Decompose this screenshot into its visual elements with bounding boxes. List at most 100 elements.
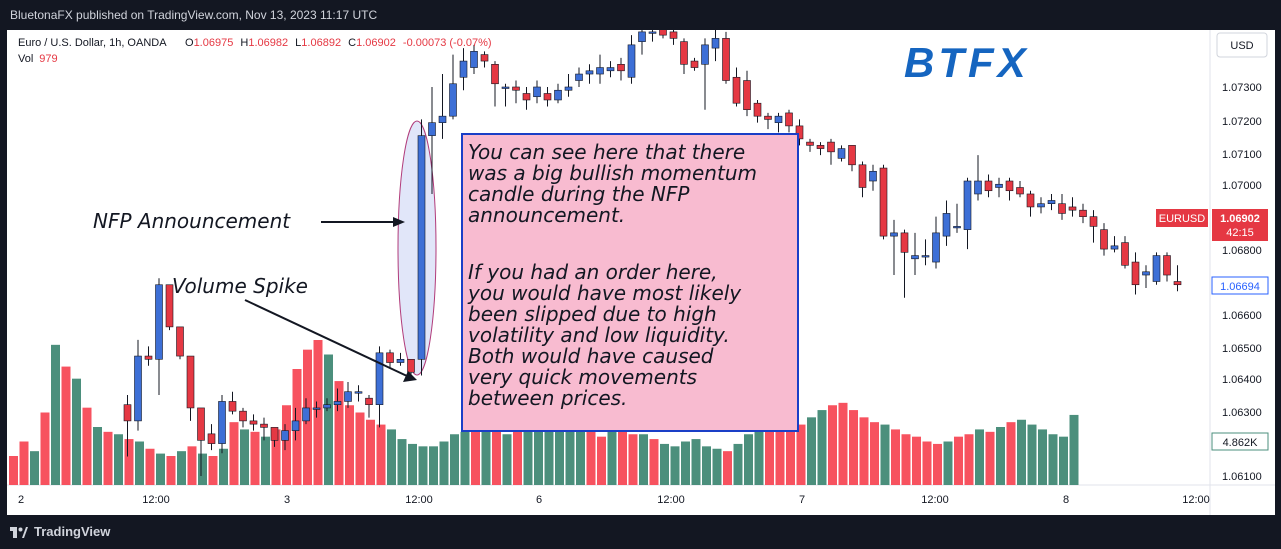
nfp-highlight-ellipse: [397, 120, 437, 376]
currency-button[interactable]: USD: [1216, 32, 1268, 58]
note-line: you would have most likely: [467, 281, 742, 305]
volume-bar: [366, 419, 375, 485]
volume-bar: [943, 441, 953, 485]
legend-ohlc: O1.06975 H1.06982 L1.06892 C1.06902 -0.0…: [185, 37, 492, 49]
candle: [123, 394, 132, 457]
volume-bar: [744, 434, 753, 485]
volume-bar: [912, 436, 921, 485]
volume-bar: [492, 429, 501, 485]
candle: [1068, 197, 1077, 217]
candle: [638, 28, 646, 55]
volume-bar: [156, 453, 165, 485]
volume-bar: [1006, 422, 1016, 485]
candle: [270, 427, 279, 447]
volume-bar: [670, 446, 680, 485]
candle: [1152, 252, 1161, 285]
candle: [1058, 193, 1066, 220]
volume-bar: [282, 405, 291, 485]
note-line: was a big bullish momentum: [468, 161, 757, 185]
volume-bar: [807, 417, 816, 485]
volume-spike-label: Volume Spike: [172, 274, 308, 298]
candle: [900, 229, 909, 298]
candle: [428, 87, 436, 194]
volume-bar: [418, 446, 428, 485]
candle: [806, 138, 814, 152]
volume-bar: [859, 417, 869, 485]
candle: [785, 109, 793, 133]
volume-bar: [597, 436, 606, 485]
legend-vol-label: Vol: [18, 53, 33, 65]
candle: [774, 112, 783, 133]
volume-spike-arrowhead: [403, 371, 417, 382]
volume-bar: [187, 446, 197, 485]
note-line: Both would have caused: [468, 344, 714, 368]
volume-tag: 4.862K: [1211, 432, 1269, 451]
time-tick: 12:00: [657, 494, 685, 506]
volume-bar: [261, 436, 270, 485]
volume-bar: [1038, 429, 1047, 485]
note-line: volatility and low liquidity.: [468, 323, 730, 347]
candle: [606, 61, 615, 78]
candle: [1110, 236, 1119, 253]
candle: [690, 57, 699, 71]
candle: [1173, 265, 1182, 292]
candle: [522, 87, 531, 110]
candle: [165, 284, 174, 331]
volume-bar: [681, 441, 690, 485]
price-candles: [123, 25, 1182, 476]
btfx-logo: BTFX: [904, 39, 1030, 86]
candle: [795, 119, 804, 146]
candle: [302, 398, 310, 425]
volume-bar: [114, 434, 123, 485]
volume-bar: [513, 422, 522, 485]
volume-bar: [691, 439, 701, 485]
note-line: You can see here that there: [468, 140, 745, 164]
candle: [554, 83, 562, 104]
chart-canvas[interactable]: Euro / U.S. Dollar, 1h, OANDA O1.06975 H…: [7, 25, 1275, 515]
footer-bar: [0, 515, 1281, 549]
price-tick: 1.07200: [1222, 116, 1262, 128]
candle: [743, 70, 751, 117]
price-tick: 1.06600: [1222, 310, 1262, 322]
volume-bar: [639, 434, 648, 485]
time-tick: 12:00: [1182, 494, 1210, 506]
volume-bar: [124, 439, 134, 485]
last-price: 1.06902: [1220, 213, 1260, 225]
candle: [701, 38, 709, 110]
price-tick: 1.06800: [1222, 245, 1262, 257]
candle: [753, 99, 762, 123]
volume-bar: [817, 410, 827, 485]
volume-bar: [565, 419, 575, 485]
candle: [764, 112, 772, 130]
volume-bar: [870, 422, 879, 485]
candle: [680, 38, 688, 75]
legend-high: 1.06982: [248, 37, 288, 49]
volume-bar: [229, 422, 239, 485]
time-tick: 2: [18, 494, 24, 506]
legend-open-label: O: [185, 37, 194, 49]
volume-bar: [19, 441, 29, 485]
candle: [1037, 197, 1045, 214]
volume-bar: [922, 441, 932, 485]
volume-bar: [765, 422, 774, 485]
candle: [627, 35, 636, 84]
volume-bar: [345, 405, 354, 485]
candle: [144, 346, 153, 366]
volume-bar: [429, 446, 438, 485]
candle: [942, 200, 951, 246]
tradingview-logo[interactable]: TradingView: [10, 524, 110, 539]
volume-bar: [324, 354, 333, 485]
volume-bar: [775, 427, 785, 485]
chart-frame[interactable]: Euro / U.S. Dollar, 1h, OANDA O1.06975 H…: [7, 25, 1275, 515]
volume-bar: [1069, 414, 1079, 485]
note-line: candle during the NFP: [468, 182, 690, 206]
volume-bar: [450, 434, 459, 485]
volume-bar: [954, 436, 963, 485]
candle: [984, 174, 993, 198]
volume-bar: [996, 427, 1005, 485]
volume-bar: [208, 456, 218, 485]
candle: [176, 326, 184, 360]
candle: [459, 48, 468, 91]
volume-bar: [177, 451, 186, 485]
candle: [575, 67, 583, 87]
